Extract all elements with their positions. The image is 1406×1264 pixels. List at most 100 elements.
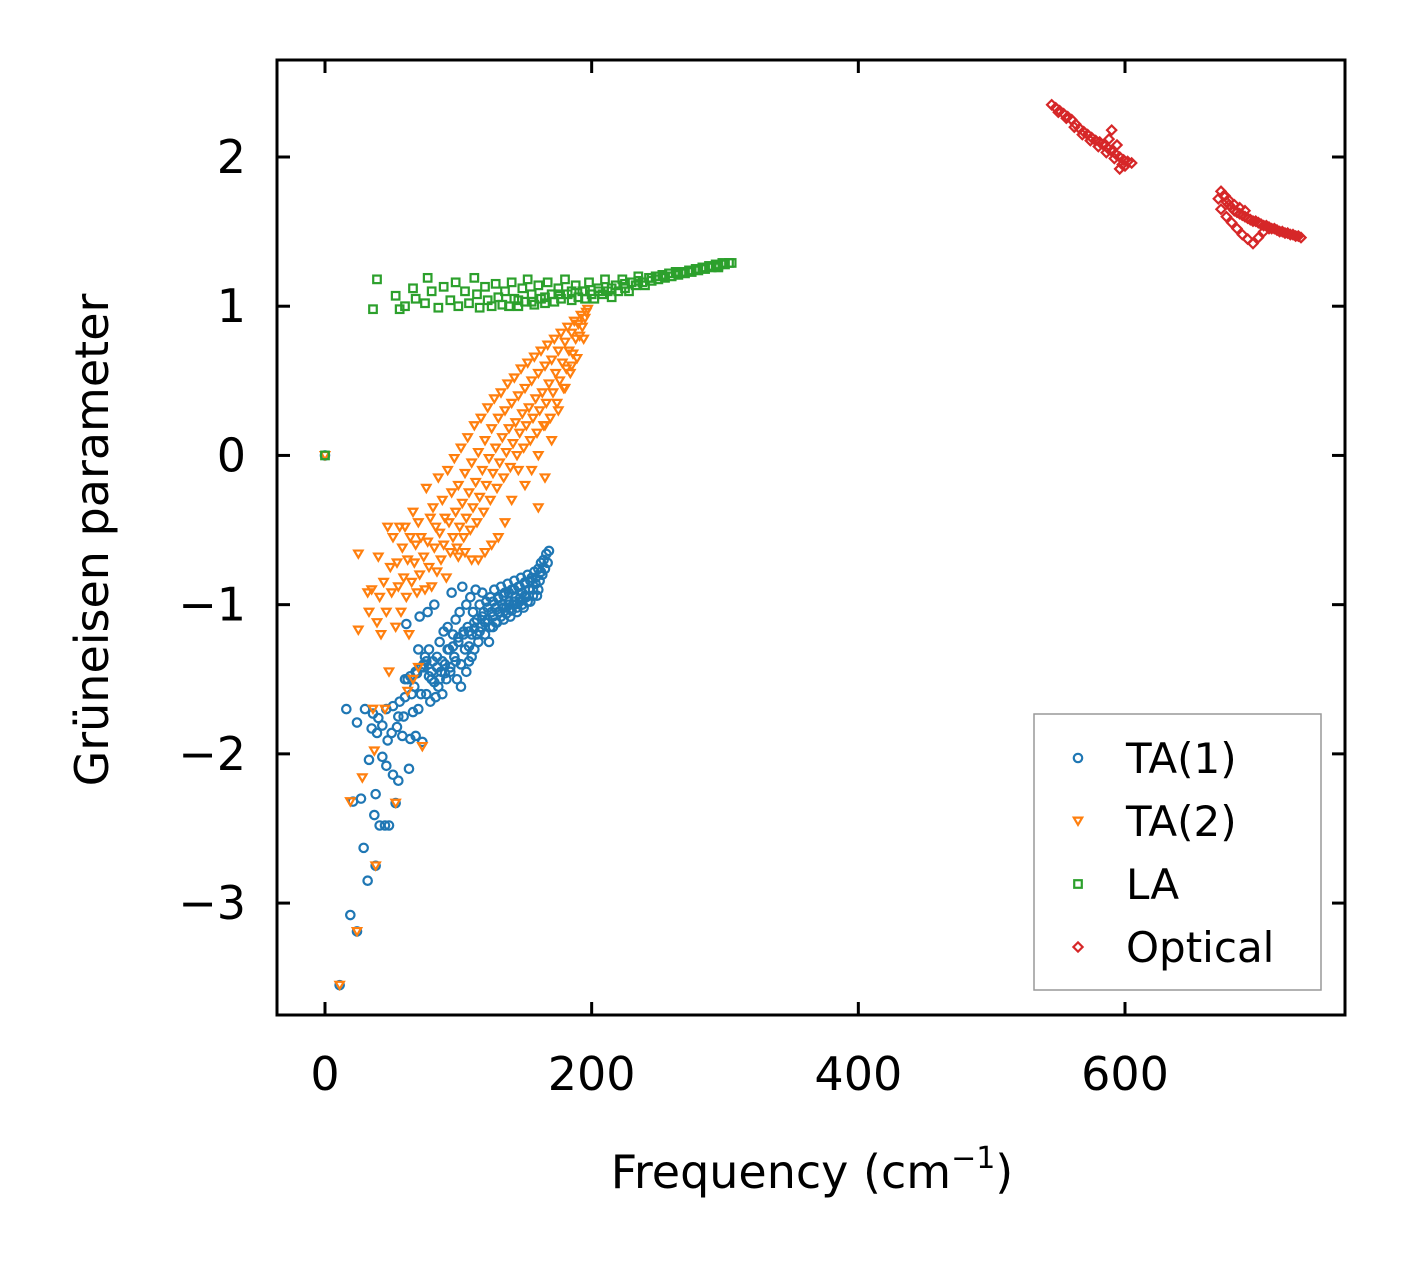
data-point [466,503,480,514]
data-point [498,406,512,417]
data-point [442,621,453,633]
data-point [510,450,524,462]
data-point [401,686,414,698]
data-point [1105,123,1118,137]
data-point [400,301,410,312]
legend-marker [1072,752,1084,764]
data-point [527,590,539,601]
x-tick-label: 0 [310,1047,339,1101]
series-ta-2 [318,304,594,992]
data-point [496,433,509,444]
data-point [536,388,549,399]
data-point [477,587,488,599]
data-point [437,656,448,667]
data-point [355,793,367,804]
y-tick-label: −1 [178,578,246,632]
data-point [341,703,352,715]
data-point [514,364,528,375]
data-point [453,522,466,534]
y-axis-title: Grüneisen parameter [65,293,119,786]
data-point [474,413,488,425]
data-point [434,636,445,648]
data-point [464,525,477,536]
data-point [508,373,521,384]
data-point [489,443,502,454]
data-point [480,281,490,292]
data-point [403,763,415,775]
data-point [448,453,461,465]
data-point [490,483,504,495]
data-point [422,606,433,618]
data-point [380,607,393,619]
data-point [416,741,429,753]
data-point [1225,216,1238,229]
data-point [566,286,577,297]
data-point [486,468,500,480]
data-point [351,717,363,728]
data-point [486,301,497,312]
data-point [1246,237,1260,250]
data-point [542,379,556,390]
data-point [390,558,404,569]
data-point [700,264,710,274]
data-point [477,507,490,519]
data-point [433,528,446,539]
data-point [428,543,441,554]
data-point [358,842,369,854]
data-point [417,552,430,563]
data-point [534,346,548,357]
data-point [482,453,496,465]
legend-entry: TA(2) [1071,797,1237,846]
data-point [521,358,534,369]
data-point [393,775,404,787]
data-point [382,667,396,678]
data-point [460,513,473,525]
data-point [606,292,617,303]
data-point [564,368,577,380]
data-point [369,809,380,821]
data-point [370,618,384,629]
series-ta-1 [319,450,555,991]
data-point [363,754,375,766]
data-point [565,361,578,372]
data-point [450,656,461,667]
legend-entry: TA(1) [1072,734,1237,783]
data-point [518,480,532,492]
data-point [458,468,472,480]
data-point [379,820,391,831]
data-point [440,573,453,584]
data-point [561,322,574,334]
data-point [490,617,501,628]
data-point [558,337,572,348]
data-point [532,503,545,514]
data-point [526,296,537,307]
data-point [483,636,495,648]
data-point [505,495,518,507]
data-point [384,562,397,574]
data-point [474,302,485,313]
data-point [484,495,497,507]
data-point [530,428,544,439]
data-point [558,383,572,395]
data-point [1100,146,1113,159]
data-point [620,278,630,289]
data-point [509,418,522,429]
data-point [540,398,553,410]
data-point [465,555,478,566]
data-point [408,558,421,569]
data-point [569,334,582,345]
x-tick-label: 400 [814,1047,902,1101]
data-point [381,760,392,772]
legend-marker [1071,816,1085,827]
data-point [420,483,433,495]
data-point [606,283,617,294]
data-point [516,409,529,420]
data-point [390,290,401,301]
data-point [418,585,432,596]
data-point [513,295,524,306]
data-point [438,281,449,292]
data-point [371,727,383,739]
data-point [402,630,416,641]
series-la [320,258,737,461]
